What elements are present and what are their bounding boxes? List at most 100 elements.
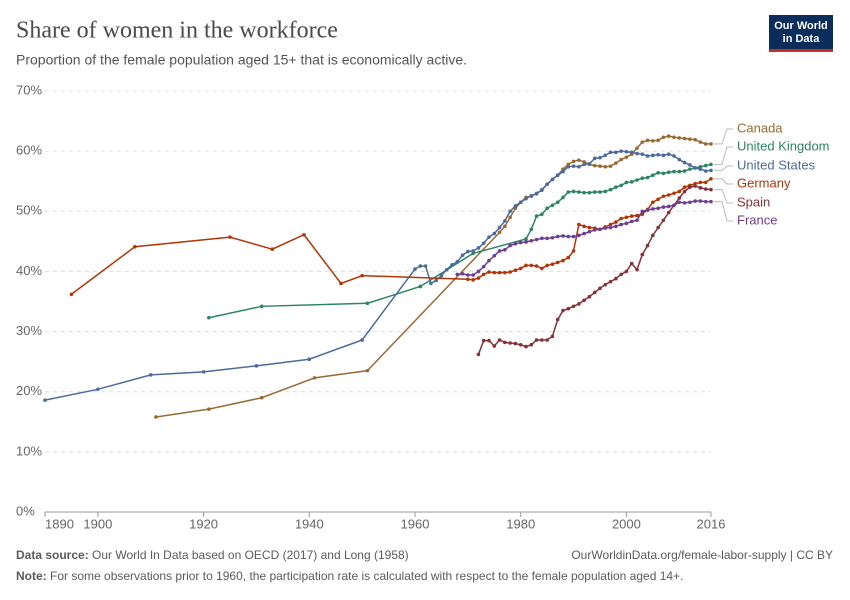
x-tick-label: 2000 bbox=[612, 516, 641, 531]
series-line bbox=[155, 135, 711, 418]
data-point bbox=[709, 177, 713, 181]
series-line bbox=[70, 178, 712, 295]
data-point bbox=[365, 368, 370, 373]
data-point bbox=[497, 225, 502, 230]
data-point bbox=[677, 200, 682, 205]
x-tick-label: 1900 bbox=[83, 516, 112, 531]
data-point bbox=[682, 169, 687, 173]
y-tick-label: 60% bbox=[16, 143, 42, 158]
data-point bbox=[677, 189, 682, 194]
data-point bbox=[629, 219, 634, 224]
data-point bbox=[677, 196, 682, 200]
data-point bbox=[661, 218, 666, 223]
data-point bbox=[651, 207, 655, 211]
x-tick-label: 2016 bbox=[697, 516, 726, 531]
data-point bbox=[423, 264, 428, 268]
data-point bbox=[561, 258, 565, 263]
data-point bbox=[471, 249, 475, 253]
data-point bbox=[619, 216, 623, 221]
logo-box bbox=[769, 15, 833, 49]
data-point bbox=[672, 191, 676, 196]
data-point bbox=[614, 185, 618, 190]
data-point bbox=[693, 166, 697, 170]
data-point bbox=[413, 267, 417, 271]
data-point bbox=[640, 176, 645, 181]
data-point bbox=[476, 269, 481, 274]
data-point bbox=[656, 206, 660, 211]
data-point bbox=[434, 278, 438, 283]
data-point bbox=[635, 267, 639, 272]
data-point bbox=[677, 157, 682, 162]
y-tick-label: 10% bbox=[16, 443, 42, 458]
data-point bbox=[608, 150, 613, 155]
legend-label: United States bbox=[737, 157, 816, 172]
data-point bbox=[476, 246, 481, 250]
label-connector bbox=[714, 201, 733, 222]
data-point bbox=[254, 364, 259, 368]
data-point bbox=[561, 195, 565, 200]
series-line bbox=[457, 200, 711, 276]
data-point bbox=[524, 237, 528, 241]
data-point bbox=[703, 163, 708, 168]
data-point bbox=[455, 260, 460, 264]
data-point bbox=[508, 209, 512, 214]
data-point bbox=[661, 135, 666, 140]
data-point bbox=[656, 225, 660, 230]
data-point bbox=[598, 155, 602, 160]
data-point bbox=[466, 273, 470, 277]
data-point bbox=[201, 370, 206, 374]
legend-label: Spain bbox=[737, 194, 770, 209]
data-point bbox=[450, 263, 454, 267]
data-point bbox=[598, 190, 602, 194]
data-point bbox=[598, 286, 602, 291]
data-point bbox=[619, 183, 623, 188]
data-point bbox=[487, 235, 491, 239]
data-point bbox=[571, 304, 576, 309]
data-point bbox=[555, 260, 560, 265]
data-point bbox=[640, 152, 645, 156]
data-point bbox=[635, 151, 639, 156]
data-point bbox=[688, 200, 692, 205]
data-point bbox=[439, 273, 444, 278]
data-point bbox=[418, 284, 423, 289]
data-point bbox=[619, 149, 623, 153]
data-point bbox=[672, 135, 676, 140]
data-point bbox=[540, 187, 544, 192]
data-point bbox=[43, 398, 47, 402]
data-point bbox=[503, 340, 507, 345]
data-point bbox=[682, 189, 687, 194]
data-point bbox=[360, 338, 364, 342]
data-point bbox=[703, 199, 708, 204]
data-point bbox=[481, 241, 486, 245]
data-point bbox=[666, 134, 671, 138]
data-point bbox=[571, 164, 576, 168]
x-tick-label: 1920 bbox=[189, 516, 218, 531]
series: France bbox=[455, 199, 777, 277]
data-point bbox=[640, 140, 645, 144]
legend-label: France bbox=[737, 212, 777, 227]
data-point bbox=[709, 168, 713, 173]
data-point bbox=[587, 225, 592, 230]
data-point bbox=[307, 357, 312, 362]
data-point bbox=[550, 262, 555, 267]
data-point bbox=[577, 222, 581, 227]
data-point bbox=[270, 247, 275, 251]
legend-label: Canada bbox=[737, 120, 783, 135]
data-point bbox=[656, 152, 660, 157]
data-point bbox=[513, 241, 518, 246]
data-point bbox=[207, 315, 211, 320]
data-point bbox=[677, 136, 682, 140]
data-point bbox=[592, 163, 597, 168]
data-point bbox=[661, 171, 666, 176]
data-point bbox=[603, 282, 608, 287]
series: Spain bbox=[476, 184, 770, 357]
source-label: Data source: bbox=[16, 548, 89, 562]
data-point bbox=[651, 233, 655, 238]
data-point bbox=[624, 149, 629, 154]
data-point bbox=[555, 173, 560, 177]
data-point bbox=[503, 219, 507, 223]
data-point bbox=[545, 338, 549, 342]
data-point bbox=[228, 235, 232, 239]
data-point bbox=[550, 334, 555, 339]
data-point bbox=[640, 209, 645, 214]
